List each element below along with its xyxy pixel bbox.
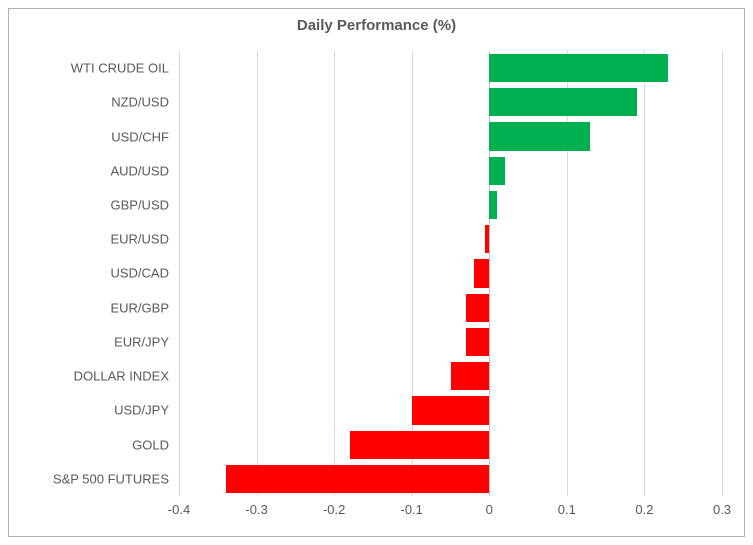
bar-row: NZD/USD — [179, 85, 722, 119]
bar — [489, 191, 497, 219]
plot-area: WTI CRUDE OILNZD/USDUSD/CHFAUD/USDGBP/US… — [179, 51, 722, 496]
bar — [466, 328, 489, 356]
bar-row: S&P 500 FUTURES — [179, 462, 722, 496]
bar — [485, 225, 489, 253]
x-axis: -0.4-0.3-0.2-0.100.10.20.3 — [179, 496, 722, 536]
bar-row: USD/CAD — [179, 256, 722, 290]
category-label: GOLD — [132, 438, 179, 451]
category-label: EUR/GBP — [110, 301, 179, 314]
bar — [412, 396, 490, 424]
bar — [474, 259, 490, 287]
category-label: NZD/USD — [111, 96, 179, 109]
category-label: USD/CHF — [111, 130, 179, 143]
category-label: S&P 500 FUTURES — [53, 472, 179, 485]
x-tick-label: -0.4 — [168, 502, 190, 517]
category-label: EUR/USD — [110, 233, 179, 246]
bar — [466, 294, 489, 322]
x-tick-label: 0.3 — [713, 502, 731, 517]
bar — [451, 362, 490, 390]
bar — [350, 431, 490, 459]
bar-row: USD/CHF — [179, 119, 722, 153]
category-label: AUD/USD — [110, 164, 179, 177]
bar-row: AUD/USD — [179, 154, 722, 188]
x-tick-label: -0.3 — [245, 502, 267, 517]
x-tick-label: 0 — [486, 502, 493, 517]
bar-row: DOLLAR INDEX — [179, 359, 722, 393]
chart-title: Daily Performance (%) — [9, 9, 744, 34]
x-tick-label: -0.2 — [323, 502, 345, 517]
bar-row: USD/JPY — [179, 393, 722, 427]
category-label: DOLLAR INDEX — [74, 370, 179, 383]
bar — [226, 465, 490, 493]
chart-container: Daily Performance (%) WTI CRUDE OILNZD/U… — [8, 8, 745, 537]
x-tick-label: -0.1 — [401, 502, 423, 517]
bar — [489, 54, 667, 82]
x-tick-label: 0.2 — [635, 502, 653, 517]
x-tick-label: 0.1 — [558, 502, 576, 517]
bar-row: EUR/USD — [179, 222, 722, 256]
bar — [489, 88, 636, 116]
category-label: USD/CAD — [110, 267, 179, 280]
gridline — [722, 51, 723, 496]
bar-row: GBP/USD — [179, 188, 722, 222]
bar-row: WTI CRUDE OIL — [179, 51, 722, 85]
bar-row: GOLD — [179, 428, 722, 462]
category-label: USD/JPY — [114, 404, 179, 417]
category-label: WTI CRUDE OIL — [71, 62, 179, 75]
category-label: EUR/JPY — [114, 335, 179, 348]
bar-row: EUR/JPY — [179, 325, 722, 359]
bar — [489, 122, 590, 150]
bar — [489, 157, 505, 185]
category-label: GBP/USD — [110, 199, 179, 212]
bar-row: EUR/GBP — [179, 291, 722, 325]
